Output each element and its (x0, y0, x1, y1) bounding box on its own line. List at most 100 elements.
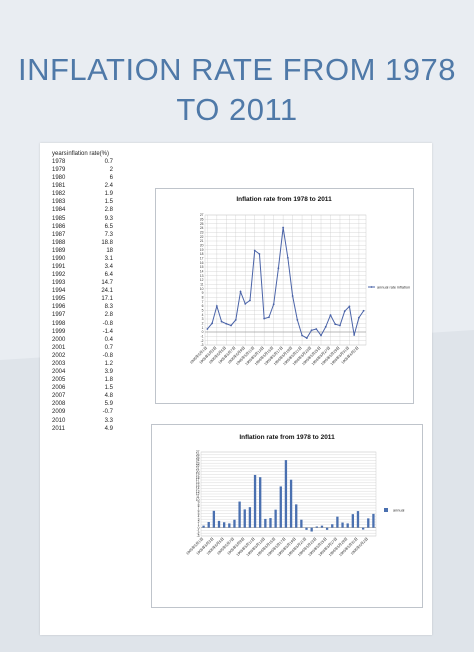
bar-chart-box[interactable]: Inflation rate from 1978 to 2011 27 26 25 24… (151, 424, 423, 608)
y-tick-label: 8 (202, 296, 204, 300)
bar (228, 523, 231, 528)
table-row: 2009 -0.7 (52, 409, 113, 417)
y-tick-label: 1 (202, 326, 204, 330)
table-row: 2006 1.5 (52, 385, 113, 393)
data-point (320, 334, 322, 337)
y-tick-label: 15 (196, 484, 200, 488)
bar (351, 514, 354, 528)
data-point (357, 316, 360, 319)
y-tick-label: 23 (200, 231, 204, 235)
cell-year: 1979 (52, 167, 66, 174)
data-point (215, 305, 218, 307)
table-row: 1986 6.5 (52, 224, 113, 232)
y-tick-label: 13 (200, 274, 204, 278)
y-tick-label: 4 (202, 313, 204, 317)
bar (212, 510, 216, 528)
page-title-line-1: INFLATION RATE FROM 1978 (17, 52, 457, 87)
cell-year: 2010 (52, 417, 66, 424)
table-row: 1988 18.8 (52, 239, 113, 248)
table-row: 1981 2.4 (52, 183, 113, 191)
bar (315, 526, 318, 528)
y-tick-label: -2 (197, 531, 200, 535)
bar (346, 523, 349, 528)
cell-year: 1978 (52, 159, 66, 165)
cell-year: 1983 (52, 199, 66, 206)
table-row: 2002 -0.8 (52, 353, 113, 361)
table-row: 1999 -1.4 (52, 328, 113, 337)
cell-rate: 14.7 (101, 280, 113, 287)
y-tick-label: 7 (198, 506, 200, 510)
y-tick-label: 22 (196, 464, 200, 468)
cell-year: 1994 (52, 288, 66, 295)
data-point (305, 337, 308, 339)
data-point (353, 334, 356, 336)
cell-year: 2003 (52, 360, 66, 367)
y-tick-label: 18 (196, 475, 200, 479)
cell-rate: 2.8 (104, 207, 113, 214)
y-tick-label: 12 (196, 492, 200, 496)
bar (295, 504, 298, 528)
cell-year: 1982 (52, 191, 66, 198)
table-row: 1996 8.3 (52, 304, 113, 312)
y-tick-label: 20 (200, 244, 204, 248)
table-row: 2010 3.3 (52, 417, 113, 426)
cell-year: 1984 (52, 207, 66, 214)
cell-rate: 6 (109, 175, 113, 182)
data-point (343, 310, 346, 313)
bar (279, 486, 282, 528)
y-tick-label: 6 (198, 509, 200, 513)
bar (269, 518, 272, 528)
bar (259, 477, 262, 528)
y-tick-label: 16 (196, 481, 200, 485)
cell-rate: 2.8 (104, 312, 113, 319)
y-tick-label: 19 (200, 248, 204, 252)
cell-rate: 1.5 (104, 385, 113, 392)
bar (320, 525, 324, 528)
table-row: 1992 6.4 (52, 272, 113, 280)
data-point (282, 226, 285, 229)
y-tick-label: 19 (196, 473, 200, 477)
table-row: 2000 0.4 (52, 337, 113, 345)
y-tick-label: 25 (200, 222, 204, 226)
table-row: 2003 1.2 (52, 360, 113, 369)
cell-year: 1988 (52, 239, 66, 246)
line-chart-box[interactable]: Inflation rate from 1978 to 2011 27 26 25 24… (155, 188, 414, 404)
bar (233, 519, 236, 528)
legend-label: annual (393, 508, 405, 512)
table-row: 1990 3.1 (52, 256, 113, 264)
cell-rate: 3.4 (104, 264, 113, 271)
header-inflation-rate: inflation rate(%) (67, 151, 110, 157)
y-tick-label: 3 (198, 517, 200, 521)
table-row: 2001 0.7 (52, 345, 113, 353)
chart-title: Inflation rate from 1978 to 2011 (236, 196, 332, 203)
cell-year: 1996 (52, 304, 66, 311)
cell-rate: 9.3 (104, 215, 113, 222)
bar (361, 527, 365, 530)
data-point (230, 324, 232, 327)
cell-rate: -1.4 (102, 328, 113, 335)
cell-rate: 24.1 (101, 288, 113, 295)
cell-year: 1985 (52, 215, 66, 222)
page-title-line-2: TO 2011 (176, 92, 298, 127)
y-tick-label: 5 (202, 309, 204, 313)
cell-rate: 4.9 (104, 425, 113, 432)
chart-title: Inflation rate from 1978 to 2011 (239, 434, 335, 441)
data-point (339, 324, 341, 327)
y-tick-label: 11 (196, 495, 200, 499)
table-row: 2007 4.8 (52, 393, 113, 401)
y-tick-label: 2 (202, 322, 204, 326)
data-point (334, 323, 337, 326)
data-point (249, 299, 251, 302)
y-tick-label: 27 (196, 450, 200, 454)
series-line (206, 227, 365, 339)
table-header: years inflation rate(%) (52, 151, 110, 159)
bar (300, 519, 303, 528)
line-chart: Inflation rate from 1978 to 201127262524… (188, 196, 410, 366)
table-row: 1989 18 (52, 248, 113, 256)
y-tick-label: 24 (196, 459, 200, 463)
y-tick-label: 0 (202, 330, 204, 334)
data-point (301, 334, 303, 337)
bar (367, 518, 370, 528)
y-tick-label: 16 (200, 261, 204, 265)
cell-rate: 5.9 (104, 401, 113, 408)
